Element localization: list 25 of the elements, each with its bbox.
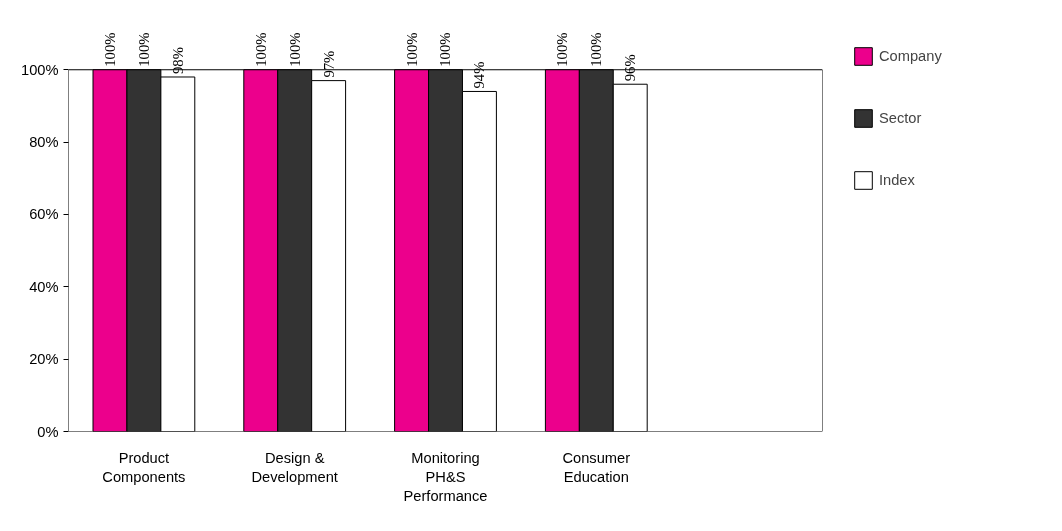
text: 94% [471, 61, 488, 89]
text: 97% [320, 50, 337, 78]
x-tick-label: Consumer Education [562, 449, 631, 485]
y-tick-label: 60% [29, 206, 59, 223]
legend-label: Company [879, 48, 942, 64]
text: 100% [286, 32, 303, 67]
text: 100% [101, 32, 118, 67]
legend-label: Sector [879, 110, 922, 126]
text: 98% [169, 47, 186, 74]
legend-label: Index [879, 172, 915, 188]
text: 100% [554, 32, 571, 67]
text: 100% [588, 32, 605, 67]
x-tick-label: Design & Development [251, 449, 338, 485]
x-tick-label: Product Components [102, 449, 186, 485]
text: 100% [437, 32, 454, 67]
y-tick-label: 20% [29, 351, 59, 368]
text: 100% [135, 32, 152, 67]
y-tick-label: 40% [29, 278, 59, 295]
y-tick-label: 80% [29, 134, 59, 151]
x-tick-label: Monitoring PH&S Performance [403, 449, 488, 504]
text: 100% [252, 32, 269, 67]
text: 96% [622, 54, 639, 82]
y-tick-label: 0% [37, 423, 59, 440]
y-tick-label: 100% [21, 61, 59, 78]
text: 100% [403, 32, 420, 67]
